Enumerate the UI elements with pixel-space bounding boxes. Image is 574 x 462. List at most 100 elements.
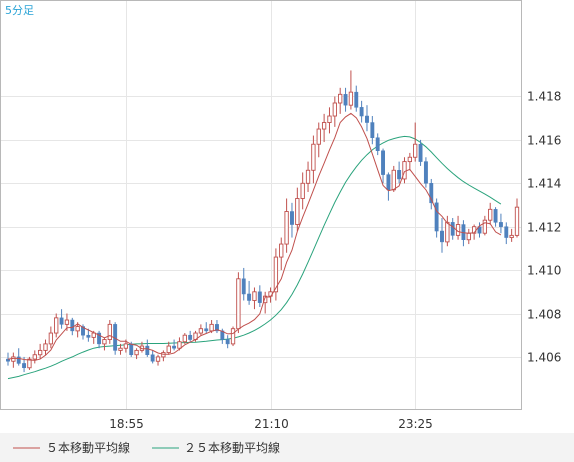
candle-body-up — [284, 211, 289, 245]
candle — [59, 309, 64, 329]
candle — [300, 172, 305, 210]
candle-body-down — [129, 343, 134, 355]
candle-body-down — [440, 230, 444, 243]
candle — [86, 328, 91, 342]
y-tick-label: 1.410 — [527, 264, 561, 278]
candle — [198, 324, 204, 336]
ma5-line — [7, 112, 502, 361]
candle — [343, 87, 348, 112]
y-tick-label: 1.414 — [527, 177, 561, 191]
candle — [359, 100, 364, 123]
candle — [514, 198, 520, 238]
candle — [445, 215, 450, 247]
y-axis: 1.406 1.408 1.410 1.412 1.414 1.416 1.418 — [527, 90, 561, 365]
candle — [284, 198, 289, 253]
candle-body-down — [86, 334, 91, 338]
candle-body-up — [102, 339, 107, 345]
candle-body-up — [32, 354, 37, 360]
candle-body-up — [466, 232, 471, 241]
candle-body-up — [75, 326, 80, 332]
candle-body-down — [370, 122, 375, 138]
candle — [70, 317, 75, 336]
candle-body-up — [311, 143, 316, 171]
candle-body-up — [48, 332, 54, 345]
candle — [273, 248, 279, 301]
candle — [509, 228, 514, 242]
candle-body-down — [418, 143, 423, 162]
candle-body-up — [263, 295, 268, 304]
x-axis: 18:55 21:10 23:25 — [109, 417, 433, 431]
candle — [375, 133, 380, 156]
candle — [370, 116, 375, 145]
grid — [1, 1, 521, 409]
candle-body-down — [498, 222, 503, 227]
candle-body-down — [359, 107, 364, 117]
candle-body-down — [423, 161, 428, 184]
ma25-layer — [7, 135, 502, 380]
candle — [407, 152, 412, 171]
candle-body-up — [118, 347, 123, 351]
candle-body-up — [413, 143, 418, 158]
candle-body-down — [450, 222, 455, 236]
candle — [429, 178, 434, 210]
candle — [215, 320, 219, 334]
candle-body-up — [407, 156, 412, 163]
candle — [365, 105, 369, 132]
candle — [332, 96, 337, 127]
candle-body-up — [514, 206, 520, 236]
candle-body-down — [215, 324, 219, 332]
candle — [182, 333, 187, 344]
candle — [204, 322, 209, 334]
candle — [493, 207, 498, 227]
candle — [311, 135, 316, 184]
candle-body-up — [134, 349, 139, 356]
candle-body-up — [107, 323, 112, 341]
candle — [434, 198, 439, 238]
candle-body-up — [64, 319, 70, 325]
candle — [188, 330, 193, 342]
candle — [177, 337, 182, 351]
candle — [230, 326, 236, 347]
candle-body-up — [332, 102, 337, 117]
candle-body-down — [477, 226, 482, 234]
candle-body-up — [295, 198, 300, 225]
candle-body-up — [43, 343, 48, 351]
candle-body-down — [493, 209, 498, 223]
candle — [172, 339, 177, 351]
candle-body-down — [375, 137, 380, 151]
candle-body-up — [166, 345, 171, 354]
candle-body-up — [182, 334, 187, 343]
candle — [316, 122, 321, 158]
legend-label-ma25: ２５本移動平均線 — [184, 440, 280, 455]
candle-body-up — [391, 169, 396, 191]
legend-label-ma5: ５本移動平均線 — [46, 440, 130, 455]
candle — [48, 326, 54, 349]
candle-body-down — [150, 354, 155, 362]
candle-body-up — [123, 343, 129, 349]
y-tick-label: 1.416 — [527, 134, 561, 148]
candle — [504, 222, 509, 245]
candle — [477, 222, 482, 238]
candle — [498, 213, 503, 234]
candle-body-down — [343, 94, 348, 106]
candle — [166, 341, 171, 355]
candle-body-down — [365, 115, 369, 123]
candle-body-up — [445, 221, 450, 243]
candle-body-up — [155, 356, 161, 362]
candle-body-up — [321, 122, 327, 130]
candle — [257, 285, 262, 307]
candle-body-down — [397, 170, 402, 180]
candle-body-down — [504, 226, 509, 238]
candle — [327, 107, 332, 134]
candle — [54, 313, 59, 338]
candle — [27, 356, 32, 370]
candle — [263, 291, 268, 314]
candle — [236, 272, 241, 334]
x-tick-label: 21:10 — [254, 417, 289, 431]
candle-body-up — [54, 317, 59, 334]
candle-body-up — [252, 291, 257, 301]
candle-body-up — [27, 358, 32, 369]
candle — [482, 215, 488, 236]
candle — [150, 350, 155, 364]
